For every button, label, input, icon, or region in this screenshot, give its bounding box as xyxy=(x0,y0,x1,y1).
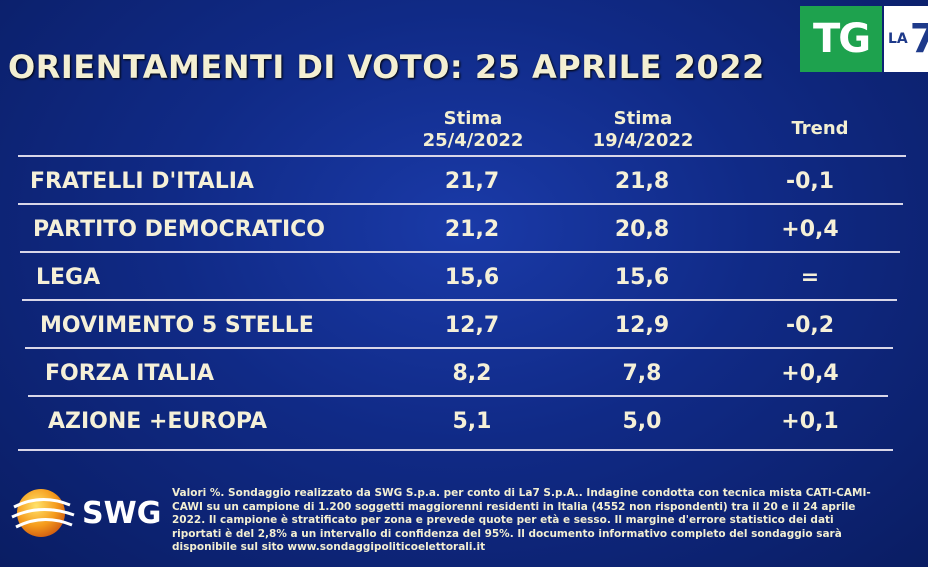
value-trend: = xyxy=(800,265,820,290)
poll-table: FRATELLI D'ITALIA 21,7 21,8 -0,1 PARTITO… xyxy=(0,155,928,443)
value-current: 5,1 xyxy=(452,409,492,434)
party-name: LEGA xyxy=(36,265,101,290)
row-divider xyxy=(18,203,903,205)
la7-logo-la: LA xyxy=(888,31,908,47)
table-row: AZIONE +EUROPA 5,1 5,0 +0,1 xyxy=(0,395,928,443)
table-row: FRATELLI D'ITALIA 21,7 21,8 -0,1 xyxy=(0,155,928,203)
value-current: 15,6 xyxy=(444,265,500,290)
header-stima-current: Stima 25/4/2022 xyxy=(405,108,541,152)
value-previous: 21,8 xyxy=(614,169,670,194)
header-stima-previous: Stima 19/4/2022 xyxy=(575,108,711,152)
header-stima-current-line2: 25/4/2022 xyxy=(422,130,524,151)
row-divider xyxy=(22,299,897,301)
table-row: LEGA 15,6 15,6 = xyxy=(0,251,928,299)
party-name: PARTITO DEMOCRATICO xyxy=(33,217,325,242)
value-trend: +0,4 xyxy=(781,217,839,242)
value-current: 8,2 xyxy=(452,361,492,386)
party-name: FRATELLI D'ITALIA xyxy=(30,169,254,194)
header-stima-previous-line2: 19/4/2022 xyxy=(592,130,694,151)
party-name: AZIONE +EUROPA xyxy=(48,409,268,434)
value-previous: 7,8 xyxy=(622,361,662,386)
party-name: MOVIMENTO 5 STELLE xyxy=(40,313,314,338)
page-title: ORIENTAMENTI DI VOTO: 25 APRILE 2022 xyxy=(8,48,765,86)
value-trend: +0,1 xyxy=(781,409,839,434)
swg-globe-icon xyxy=(11,489,75,537)
value-previous: 15,6 xyxy=(614,265,670,290)
table-row: FORZA ITALIA 8,2 7,8 +0,4 xyxy=(0,347,928,395)
row-divider xyxy=(20,251,900,253)
value-trend: +0,4 xyxy=(781,361,839,386)
tg-logo: TG xyxy=(800,6,882,72)
value-trend: -0,1 xyxy=(785,169,835,194)
value-trend: -0,2 xyxy=(785,313,835,338)
methodology-note: Valori %. Sondaggio realizzato da SWG S.… xyxy=(172,487,871,554)
la7-logo-seven: 7 xyxy=(909,16,928,62)
value-current: 21,2 xyxy=(444,217,500,242)
value-previous: 5,0 xyxy=(622,409,662,434)
row-divider xyxy=(18,155,906,157)
header-stima-current-line1: Stima xyxy=(443,108,503,129)
table-row: MOVIMENTO 5 STELLE 12,7 12,9 -0,2 xyxy=(0,299,928,347)
value-previous: 20,8 xyxy=(614,217,670,242)
la7-logo: LA 7 xyxy=(884,6,928,72)
value-previous: 12,9 xyxy=(614,313,670,338)
value-current: 21,7 xyxy=(444,169,500,194)
table-bottom-divider xyxy=(18,449,893,451)
value-current: 12,7 xyxy=(444,313,500,338)
header-stima-previous-line1: Stima xyxy=(613,108,673,129)
header-trend: Trend xyxy=(791,118,849,139)
party-name: FORZA ITALIA xyxy=(45,361,215,386)
swg-brand: SWG xyxy=(82,496,162,531)
row-divider xyxy=(25,347,893,349)
row-divider xyxy=(28,395,888,397)
table-row: PARTITO DEMOCRATICO 21,2 20,8 +0,4 xyxy=(0,203,928,251)
